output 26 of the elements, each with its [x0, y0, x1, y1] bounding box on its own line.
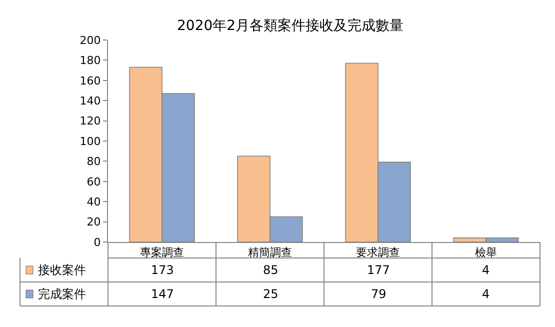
y-tick-label: 20	[86, 216, 101, 229]
x-tick-label: 精簡調查	[248, 246, 292, 260]
data-label: 4	[482, 287, 490, 301]
y-tick-label: 180	[80, 54, 101, 68]
legend-label: 接收案件	[38, 263, 86, 277]
y-tick-label: 40	[86, 195, 101, 208]
y-tick-label: 140	[80, 94, 101, 108]
data-label: 4	[482, 263, 490, 277]
y-tick-label: 100	[80, 134, 101, 148]
y-tick-label: 200	[80, 34, 101, 47]
y-tick-label: 0	[94, 236, 101, 249]
chart-title: 2020年2月各類案件接收及完成數量	[177, 17, 404, 34]
y-tick-label: 60	[86, 175, 101, 188]
legend-label: 完成案件	[38, 287, 86, 301]
data-label: 173	[151, 263, 174, 277]
y-tick-label: 160	[80, 74, 101, 88]
x-tick-label: 專案調查	[140, 246, 184, 260]
data-label: 85	[263, 263, 278, 277]
y-tick-label: 120	[80, 114, 101, 128]
y-tick-label: 80	[86, 155, 101, 168]
data-label: 147	[151, 287, 174, 301]
data-label: 25	[263, 287, 278, 301]
x-tick-label: 要求調查	[356, 246, 400, 260]
data-label: 79	[371, 287, 386, 301]
x-tick-label: 檢舉	[475, 246, 497, 260]
data-label: 177	[367, 263, 390, 277]
